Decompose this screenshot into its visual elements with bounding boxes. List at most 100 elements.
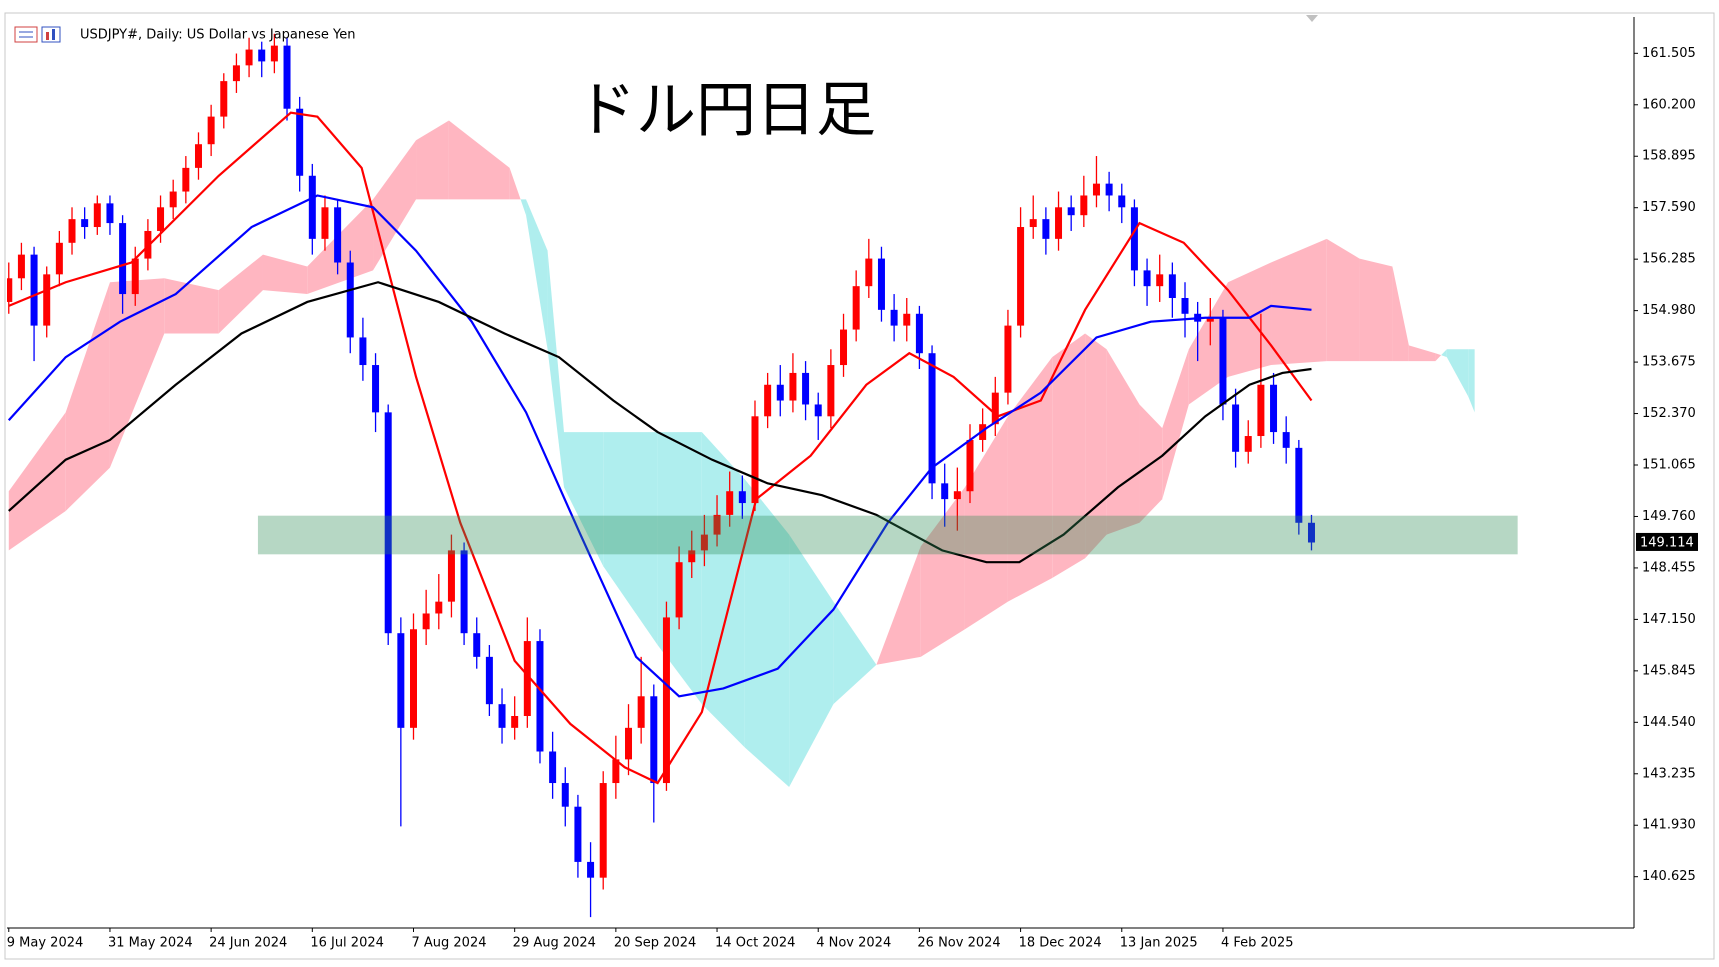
candle-body	[460, 550, 468, 634]
candle-body	[473, 633, 481, 657]
x-tick-label: 9 May 2024	[7, 936, 84, 951]
candle-body	[764, 384, 772, 417]
candle-body	[776, 384, 784, 401]
ichimoku-cloud	[1162, 349, 1189, 500]
y-tick-label: 143.235	[1642, 766, 1696, 781]
candle-body	[334, 207, 342, 263]
candle-body	[17, 254, 25, 279]
candle-body	[877, 258, 885, 310]
candle-body	[1017, 227, 1025, 326]
ichimoku-cloud	[218, 254, 263, 334]
candle-body	[953, 491, 961, 500]
candle-body	[1080, 195, 1088, 216]
candle-body	[270, 45, 278, 62]
candle-body	[1257, 384, 1265, 437]
candle-body	[131, 258, 139, 295]
candle-body	[802, 372, 810, 405]
candle-body	[30, 254, 38, 326]
candle-body	[1092, 183, 1100, 196]
ichimoku-cloud	[526, 199, 548, 350]
x-tick-label: 16 Jul 2024	[310, 936, 384, 951]
candle-body	[928, 353, 936, 484]
support-zone	[257, 515, 1518, 555]
ichimoku-cloud	[373, 140, 417, 271]
x-tick-label: 14 Oct 2024	[715, 936, 795, 951]
ichimoku-cloud	[547, 250, 565, 488]
candle-body	[321, 207, 329, 239]
candle-body	[1029, 219, 1037, 228]
ichimoku-cloud	[701, 432, 745, 748]
candle-body	[852, 286, 860, 330]
ichimoku-cloud	[1359, 258, 1393, 362]
icon-box	[14, 26, 38, 43]
moving-average	[7, 194, 1312, 698]
chart-title: USDJPY#, Daily: US Dollar vs Japanese Ye…	[80, 28, 355, 43]
candle-body	[55, 242, 63, 275]
candle-body	[903, 313, 911, 326]
icon-bar	[52, 29, 55, 40]
ichimoku-cloud	[1441, 349, 1447, 358]
candle-body	[1118, 195, 1126, 208]
x-tick-label: 4 Nov 2024	[816, 936, 891, 951]
candle-body	[637, 696, 645, 728]
candle-body	[68, 219, 76, 243]
candle-body	[93, 203, 101, 228]
candle-body	[827, 365, 835, 417]
ichimoku-cloud	[964, 416, 1008, 630]
candle-body	[1270, 384, 1278, 433]
candle-body	[43, 274, 51, 326]
candle-body	[283, 45, 291, 109]
candle-body	[119, 223, 127, 295]
x-tick-label: 31 May 2024	[108, 936, 193, 951]
ichimoku-cloud	[1392, 266, 1409, 362]
x-tick-label: 7 Aug 2024	[411, 936, 486, 951]
candle-body	[675, 562, 683, 618]
candle-body	[359, 337, 367, 366]
candle-body	[865, 258, 873, 287]
ichimoku-cloud	[833, 601, 877, 705]
candle-body	[169, 191, 177, 208]
icon-box	[41, 26, 61, 43]
candle-body	[1143, 270, 1151, 287]
candle-body	[574, 806, 582, 862]
y-tick-label: 153.675	[1642, 355, 1696, 370]
y-tick-label: 157.590	[1642, 200, 1696, 215]
candle-body	[688, 550, 696, 563]
candle-body	[713, 514, 721, 535]
candle-body	[511, 716, 519, 728]
candle-body	[738, 491, 746, 504]
candle-body	[1244, 436, 1252, 452]
candle-body	[1181, 298, 1189, 314]
candle-body	[81, 219, 89, 228]
candle-body	[1282, 432, 1290, 448]
x-tick-label: 13 Jan 2025	[1120, 936, 1198, 951]
candle-body	[1105, 183, 1113, 196]
candle-body	[258, 49, 266, 62]
x-tick-label: 4 Feb 2025	[1221, 936, 1294, 951]
candle-body	[1067, 207, 1075, 216]
ichimoku-cloud	[109, 278, 165, 468]
candle-body	[447, 550, 455, 602]
candle-body	[1307, 522, 1315, 543]
ichimoku-cloud	[520, 199, 527, 216]
candle-body	[890, 309, 898, 326]
candle-body	[498, 704, 506, 728]
ichimoku-cloud	[1052, 333, 1086, 578]
candle-body	[536, 641, 544, 752]
ichimoku-cloud	[876, 546, 921, 665]
moving-average	[8, 111, 1313, 785]
candle-body	[561, 783, 569, 807]
candle-body	[650, 696, 658, 784]
ichimoku-cloud	[564, 432, 604, 567]
y-tick-label: 140.625	[1642, 869, 1696, 884]
y-tick-label: 152.370	[1642, 406, 1696, 421]
candle-body	[915, 313, 923, 354]
y-tick-label: 151.065	[1642, 458, 1696, 473]
y-tick-label: 145.845	[1642, 663, 1696, 678]
candle-body	[372, 365, 380, 413]
candle-body	[157, 207, 165, 231]
candle-body	[1156, 274, 1164, 287]
ichimoku-cloud	[8, 412, 66, 551]
candle-body	[1206, 317, 1214, 322]
